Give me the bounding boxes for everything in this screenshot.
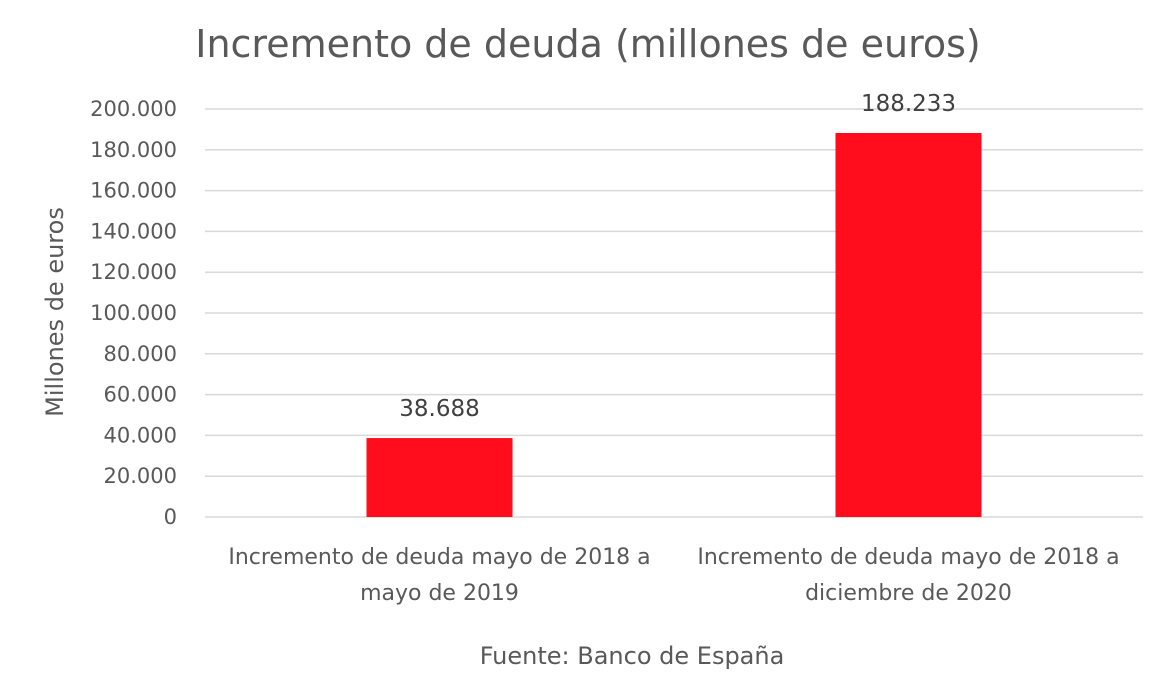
x-category-label: diciembre de 2020: [805, 581, 1012, 606]
y-tick-label: 80.000: [104, 342, 177, 366]
bars: [366, 133, 982, 517]
y-tick-label: 100.000: [90, 301, 177, 325]
x-axis-label: Fuente: Banco de España: [480, 642, 785, 670]
y-tick-label: 140.000: [90, 219, 177, 243]
gridlines: [205, 108, 1143, 518]
y-tick-label: 0: [164, 505, 177, 529]
y-tick-label: 20.000: [104, 464, 177, 488]
y-tick-label: 40.000: [104, 423, 177, 447]
x-category-label: Incremento de deuda mayo de 2018 a: [228, 545, 650, 570]
y-tick-label: 60.000: [104, 383, 177, 407]
y-tick-label: 120.000: [90, 260, 177, 284]
chart-title: Incremento de deuda (millones de euros): [195, 22, 981, 66]
x-category-label: mayo de 2019: [360, 581, 519, 606]
y-tick-label: 160.000: [90, 179, 177, 203]
data-label: 188.233: [861, 91, 956, 117]
y-tick-label: 200.000: [90, 97, 177, 121]
x-axis-categories: Incremento de deuda mayo de 2018 a mayo d…: [228, 545, 1119, 606]
data-label: 38.688: [399, 396, 479, 422]
data-labels: 38.688 188.233: [399, 91, 956, 422]
bar: [835, 133, 982, 517]
y-axis-label: Millones de euros: [41, 207, 69, 417]
x-category-label: Incremento de deuda mayo de 2018 a: [697, 545, 1119, 570]
y-tick-label: 180.000: [90, 138, 177, 162]
bar: [366, 438, 513, 517]
y-axis-ticks: 0 20.000 40.000 60.000 80.000 100.000 120.000 1…: [90, 97, 177, 529]
